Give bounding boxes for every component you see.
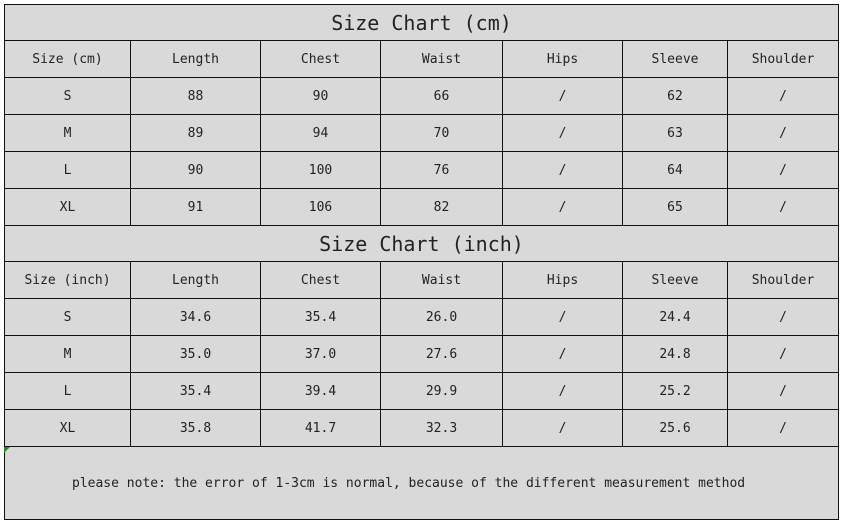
table-cell: XL — [4, 188, 131, 226]
table-cell: 37.0 — [260, 335, 381, 373]
table-cell: / — [727, 151, 839, 189]
column-header: Sleeve — [622, 40, 728, 78]
table-cell: 34.6 — [130, 298, 261, 336]
table-cell: 94 — [260, 114, 381, 152]
section-title: Size Chart (cm) — [4, 4, 839, 41]
table-cell: 90 — [130, 151, 261, 189]
table-cell: 26.0 — [380, 298, 503, 336]
table-row: XL 91 106 82/65/ — [4, 188, 839, 226]
table-cell: 24.8 — [622, 335, 728, 373]
table-cell: 35.4 — [130, 372, 261, 410]
table-cell: 27.6 — [380, 335, 503, 373]
column-header: Hips — [502, 261, 623, 299]
table-cell: 70 — [380, 114, 503, 152]
table-row: L 90 100 76/64/ — [4, 151, 839, 189]
table-cell: 32.3 — [380, 409, 503, 447]
table-cell: 25.6 — [622, 409, 728, 447]
table-cell: 35.0 — [130, 335, 261, 373]
table-cell: 25.2 — [622, 372, 728, 410]
table-cell: / — [727, 298, 839, 336]
table-cell: 106 — [260, 188, 381, 226]
table-cell: XL — [4, 409, 131, 447]
table-cell: 62 — [622, 77, 728, 115]
table-cell: 63 — [622, 114, 728, 152]
table-cell: S — [4, 77, 131, 115]
column-header: Hips — [502, 40, 623, 78]
cell-marker — [4, 447, 10, 453]
table-cell: 100 — [260, 151, 381, 189]
table-cell: / — [502, 114, 623, 152]
table-cell: M — [4, 335, 131, 373]
column-header: Size (cm) — [4, 40, 131, 78]
table-cell: S — [4, 298, 131, 336]
column-header: Shoulder — [727, 261, 839, 299]
section-title: Size Chart (inch) — [4, 225, 839, 262]
table-cell: 64 — [622, 151, 728, 189]
table-cell: / — [502, 188, 623, 226]
measurement-note: please note: the error of 1-3cm is norma… — [4, 446, 839, 520]
table-cell: 88 — [130, 77, 261, 115]
table-cell: 35.4 — [260, 298, 381, 336]
table-cell: 76 — [380, 151, 503, 189]
column-header: Chest — [260, 40, 381, 78]
table-cell: 29.9 — [380, 372, 503, 410]
table-row: M 89 94 70/63/ — [4, 114, 839, 152]
table-cell: / — [727, 409, 839, 447]
table-cell: L — [4, 372, 131, 410]
table-row: L 35.4 39.4 29.9/25.2/ — [4, 372, 839, 410]
header-row: Size (inch) Length Chest Waist Hips Sleeve Sho… — [4, 261, 839, 299]
table-cell: 89 — [130, 114, 261, 152]
table-cell: / — [502, 298, 623, 336]
table-row: M 35.0 37.0 27.6/24.8/ — [4, 335, 839, 373]
table-cell: 90 — [260, 77, 381, 115]
table-cell: / — [727, 188, 839, 226]
table-cell: / — [502, 335, 623, 373]
table-cell: 82 — [380, 188, 503, 226]
table-cell: 65 — [622, 188, 728, 226]
table-cell: / — [502, 372, 623, 410]
column-header: Chest — [260, 261, 381, 299]
table-cell: M — [4, 114, 131, 152]
table-cell: / — [727, 77, 839, 115]
table-cell: 39.4 — [260, 372, 381, 410]
table-cell: L — [4, 151, 131, 189]
table-cell: 35.8 — [130, 409, 261, 447]
table-cell: / — [727, 372, 839, 410]
column-header: Size (inch) — [4, 261, 131, 299]
table-cell: 91 — [130, 188, 261, 226]
column-header: Waist — [380, 40, 503, 78]
size-chart-table: Size Chart (cm) Size (cm) Length Chest Waist… — [4, 4, 839, 520]
table-cell: / — [727, 335, 839, 373]
table-cell: / — [502, 409, 623, 447]
table-cell: 66 — [380, 77, 503, 115]
table-cell: 41.7 — [260, 409, 381, 447]
table-cell: / — [502, 77, 623, 115]
table-row: S 34.6 35.4 26.0/24.4/ — [4, 298, 839, 336]
column-header: Shoulder — [727, 40, 839, 78]
table-row: XL 35.8 41.7 32.3/25.6/ — [4, 409, 839, 447]
table-cell: 24.4 — [622, 298, 728, 336]
table-cell: / — [502, 151, 623, 189]
table-cell: / — [727, 114, 839, 152]
header-row: Size (cm) Length Chest Waist Hips Sleeve Shoul… — [4, 40, 839, 78]
column-header: Sleeve — [622, 261, 728, 299]
column-header: Length — [130, 40, 261, 78]
table-row: S 88 90 66/62/ — [4, 77, 839, 115]
column-header: Length — [130, 261, 261, 299]
column-header: Waist — [380, 261, 503, 299]
